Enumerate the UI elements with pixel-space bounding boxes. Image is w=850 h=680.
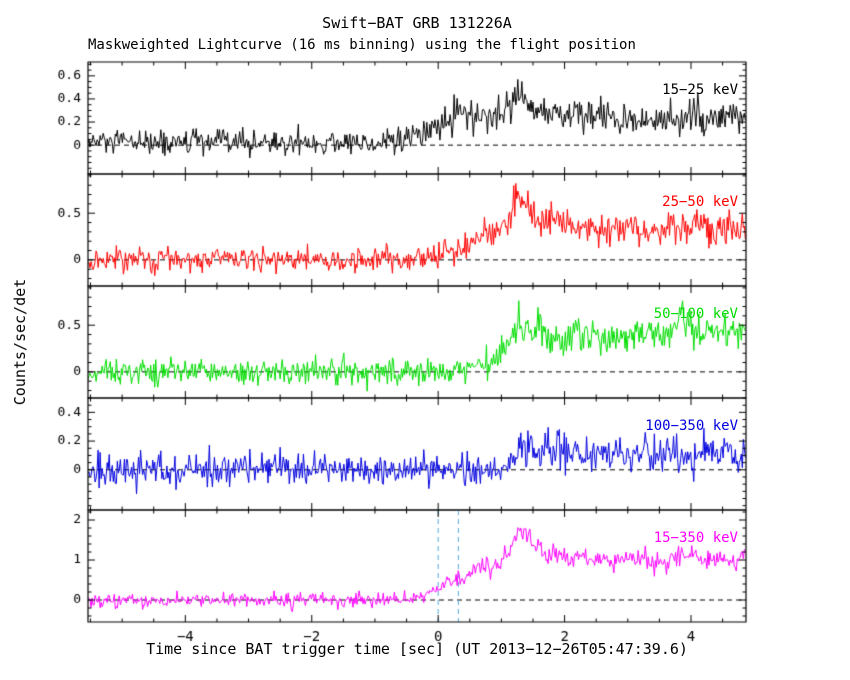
chart-title: Swift−BAT GRB 131226A [322,14,512,32]
energy-band-label: 25−50 keV [662,194,738,210]
chart-subtitle: Maskweighted Lightcurve (16 ms binning) … [88,37,636,53]
energy-band-label: 15−25 keV [662,82,738,98]
energy-band-label: 50−100 keV [653,306,738,322]
y-axis-label: Counts/sec/det [11,278,29,406]
x-axis-label: Time since BAT trigger time [sec] (UT 20… [146,640,688,658]
energy-band-label: 15−350 keV [653,530,738,546]
energy-band-label: 100−350 keV [645,418,738,434]
